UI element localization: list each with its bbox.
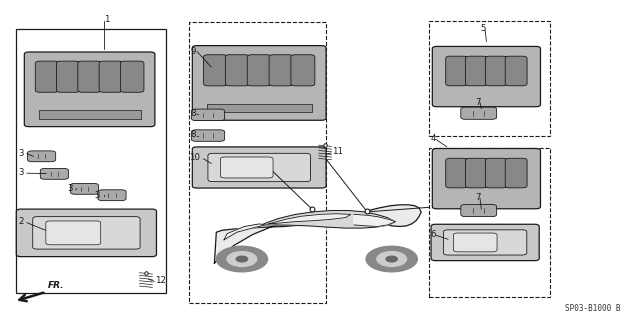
FancyBboxPatch shape	[56, 61, 80, 92]
Bar	[429, 148, 550, 297]
Text: FR.: FR.	[48, 281, 65, 290]
Bar	[429, 21, 550, 136]
Polygon shape	[354, 214, 396, 226]
FancyBboxPatch shape	[505, 158, 527, 188]
Bar	[38, 110, 141, 119]
Text: 3: 3	[95, 191, 100, 200]
Text: 9: 9	[191, 47, 196, 56]
Text: 3: 3	[67, 184, 73, 193]
Text: 1: 1	[104, 15, 110, 24]
FancyBboxPatch shape	[208, 153, 310, 182]
FancyBboxPatch shape	[40, 168, 68, 179]
Polygon shape	[261, 211, 396, 228]
Polygon shape	[269, 214, 351, 224]
Text: 8: 8	[191, 130, 196, 139]
FancyBboxPatch shape	[192, 46, 326, 120]
FancyBboxPatch shape	[291, 55, 315, 86]
Text: 10: 10	[189, 153, 200, 162]
Circle shape	[377, 252, 406, 266]
FancyBboxPatch shape	[431, 224, 540, 261]
Text: 7: 7	[475, 193, 481, 202]
FancyBboxPatch shape	[78, 61, 101, 92]
Text: 2: 2	[18, 217, 24, 226]
FancyBboxPatch shape	[120, 61, 144, 92]
Circle shape	[236, 256, 248, 262]
Circle shape	[366, 246, 417, 272]
FancyBboxPatch shape	[17, 209, 157, 256]
FancyBboxPatch shape	[461, 204, 497, 217]
FancyBboxPatch shape	[505, 56, 527, 86]
FancyBboxPatch shape	[98, 190, 126, 201]
Polygon shape	[214, 205, 421, 263]
FancyBboxPatch shape	[269, 55, 293, 86]
Text: 7: 7	[475, 98, 481, 107]
Bar	[207, 104, 312, 112]
FancyBboxPatch shape	[433, 149, 540, 209]
FancyBboxPatch shape	[225, 55, 250, 86]
Text: 6: 6	[430, 230, 436, 239]
FancyBboxPatch shape	[33, 217, 140, 249]
Text: 8: 8	[191, 109, 196, 118]
Circle shape	[216, 246, 268, 272]
FancyBboxPatch shape	[70, 183, 99, 194]
FancyBboxPatch shape	[99, 61, 123, 92]
Text: 3: 3	[18, 168, 24, 177]
FancyBboxPatch shape	[445, 158, 468, 188]
FancyBboxPatch shape	[28, 151, 56, 162]
FancyBboxPatch shape	[485, 158, 508, 188]
Text: 11: 11	[332, 147, 342, 156]
FancyBboxPatch shape	[35, 61, 59, 92]
Text: SP03-B1000 B: SP03-B1000 B	[565, 304, 621, 313]
FancyBboxPatch shape	[461, 107, 497, 119]
FancyBboxPatch shape	[192, 147, 326, 188]
Text: 4: 4	[430, 134, 436, 143]
FancyBboxPatch shape	[453, 233, 497, 252]
FancyBboxPatch shape	[465, 158, 488, 188]
FancyBboxPatch shape	[485, 56, 508, 86]
FancyBboxPatch shape	[46, 221, 100, 245]
FancyBboxPatch shape	[191, 130, 225, 141]
Bar	[189, 22, 326, 303]
FancyBboxPatch shape	[204, 55, 227, 86]
Text: 5: 5	[480, 24, 486, 33]
Text: 12: 12	[155, 276, 166, 285]
FancyBboxPatch shape	[465, 56, 488, 86]
Polygon shape	[224, 224, 266, 240]
FancyBboxPatch shape	[191, 109, 225, 121]
FancyBboxPatch shape	[445, 56, 468, 86]
Circle shape	[227, 252, 257, 266]
FancyBboxPatch shape	[247, 55, 271, 86]
FancyBboxPatch shape	[433, 46, 540, 107]
Text: 3: 3	[18, 149, 24, 158]
Circle shape	[386, 256, 397, 262]
FancyBboxPatch shape	[24, 52, 155, 127]
FancyBboxPatch shape	[444, 230, 527, 255]
FancyBboxPatch shape	[220, 157, 273, 178]
